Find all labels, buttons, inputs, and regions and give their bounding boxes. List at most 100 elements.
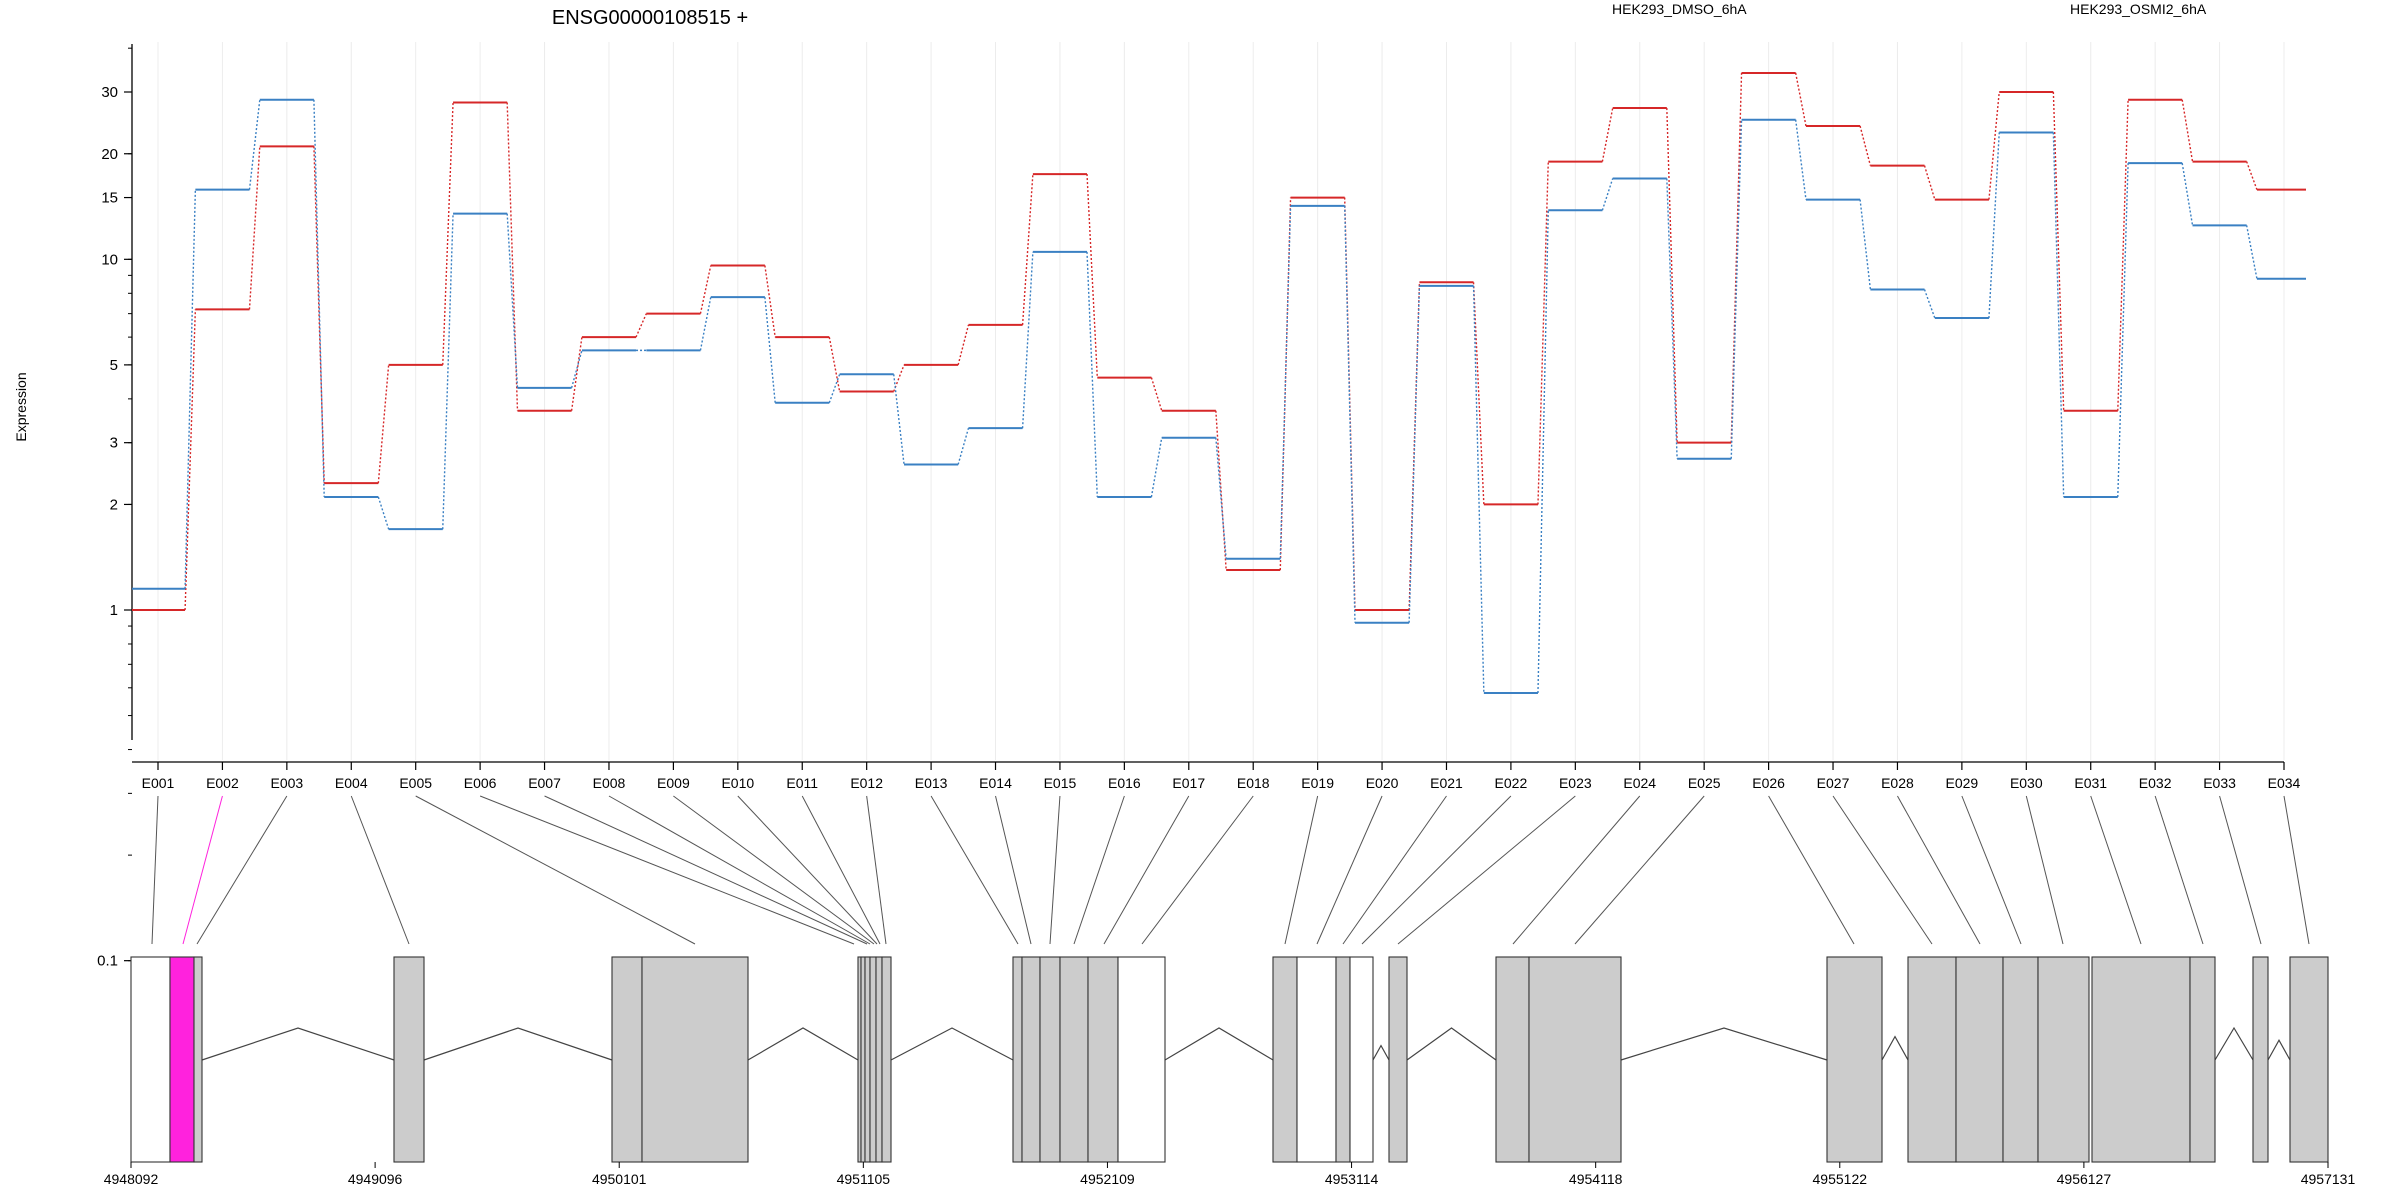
connector [866, 795, 887, 945]
series-connector [1666, 108, 1678, 443]
series-connector [313, 146, 325, 484]
x-tick-label: E012 [850, 775, 883, 791]
x-axis: E001 E002 E003 E004 E005 E006 E007 E008 E009 E010… [132, 761, 2301, 791]
connector [544, 795, 868, 945]
legend-dmso: HEK293_DMSO_6hA [1612, 1, 1747, 17]
series-connector [764, 265, 776, 338]
exon-box [2289, 956, 2329, 1163]
series-connector [1343, 205, 1356, 623]
exon-box [869, 956, 877, 1163]
x-tick-label: E033 [2203, 775, 2236, 791]
exon-box [2252, 956, 2269, 1163]
exon-box [860, 956, 866, 1163]
x-tick-label: E014 [979, 775, 1012, 791]
exon-box [1272, 956, 1298, 1163]
exon-box [1039, 956, 1061, 1163]
y-tick-label: 15 [101, 190, 118, 207]
series-connector [442, 102, 454, 365]
series-connector [570, 350, 583, 389]
series-lines [132, 71, 2306, 694]
series-connector [442, 213, 454, 530]
series-connector [1472, 285, 1485, 693]
series-connector [1794, 72, 1807, 127]
series-connector [506, 102, 519, 411]
series-connector [1150, 437, 1163, 498]
connector [1574, 795, 1705, 945]
exon-box [1059, 956, 1089, 1163]
x-tick-label: E029 [1946, 775, 1979, 791]
exon-box [1826, 956, 1883, 1163]
y-tick-label: 30 [101, 84, 118, 101]
series-2 [132, 98, 2306, 694]
series-connector [957, 324, 970, 366]
connector [1141, 795, 1254, 945]
intron [2267, 1038, 2291, 1061]
exon-box [169, 956, 195, 1163]
connector [673, 795, 875, 945]
connector [801, 795, 881, 945]
series-connector [1150, 377, 1163, 411]
connector [930, 795, 1019, 945]
y-tick-label: 1 [110, 602, 118, 619]
x-tick-label: E017 [1172, 775, 1205, 791]
exon-box [1907, 956, 1957, 1163]
connector [1397, 795, 1576, 945]
series-connector [2245, 225, 2258, 279]
series-connector [377, 496, 390, 530]
series-connector [764, 297, 776, 403]
exon-connectors [151, 795, 2310, 945]
x-tick-label: E030 [2010, 775, 2043, 791]
x-tick-label: E026 [1752, 775, 1785, 791]
intron [747, 1027, 859, 1061]
connector [1316, 795, 1383, 945]
x-tick-label: E016 [1108, 775, 1141, 791]
exon-box [875, 956, 883, 1163]
connector [2219, 795, 2262, 945]
connector [2025, 795, 2064, 945]
series-connector [1923, 165, 1936, 200]
genomic-tick-label: 4952109 [1080, 1171, 1135, 1187]
series-connector [828, 336, 841, 392]
connector [350, 795, 410, 945]
series-connector [1859, 199, 1872, 290]
connector [1103, 795, 1190, 945]
exon-box [1117, 956, 1166, 1163]
connector [1832, 795, 1933, 945]
series-connector [1730, 72, 1743, 443]
x-tick-label: E028 [1881, 775, 1914, 791]
series-connector [1021, 251, 1034, 429]
genomic-tick-label: 4956127 [2057, 1171, 2112, 1187]
connector [151, 795, 159, 945]
y-axis-label: Expression [13, 372, 29, 441]
intron [1406, 1027, 1497, 1061]
connector [995, 795, 1032, 945]
series-connector [1408, 285, 1421, 623]
series-connector [377, 364, 390, 484]
x-tick-label: E001 [142, 775, 175, 791]
series-connector [957, 427, 970, 465]
series-connector [1086, 174, 1099, 378]
genomic-axis: 4948092 4949096 4950101 4951105 4952109 49531… [104, 1162, 2355, 1187]
exon-box [2037, 956, 2090, 1163]
x-tick-label: E008 [593, 775, 626, 791]
x-tick-label: E005 [399, 775, 432, 791]
x-tick-label: E009 [657, 775, 690, 791]
connector [737, 795, 878, 945]
series-connector [1988, 91, 2000, 200]
x-tick-label: E034 [2268, 775, 2301, 791]
x-tick-label: E004 [335, 775, 368, 791]
intron [890, 1027, 1014, 1061]
x-tick-label: E015 [1044, 775, 1077, 791]
series-connector [699, 265, 712, 314]
series-connector [2052, 91, 2065, 411]
exon-box [1349, 956, 1374, 1163]
series-connector [1988, 132, 2000, 319]
connector [415, 795, 696, 945]
series-connector [1859, 125, 1872, 166]
series-connector [1215, 437, 1227, 559]
exon-box [864, 956, 871, 1163]
y-tick-label: 0.1 [97, 953, 118, 970]
exon-box [881, 956, 892, 1163]
exon-box [1388, 956, 1408, 1163]
connector [1361, 795, 1512, 945]
